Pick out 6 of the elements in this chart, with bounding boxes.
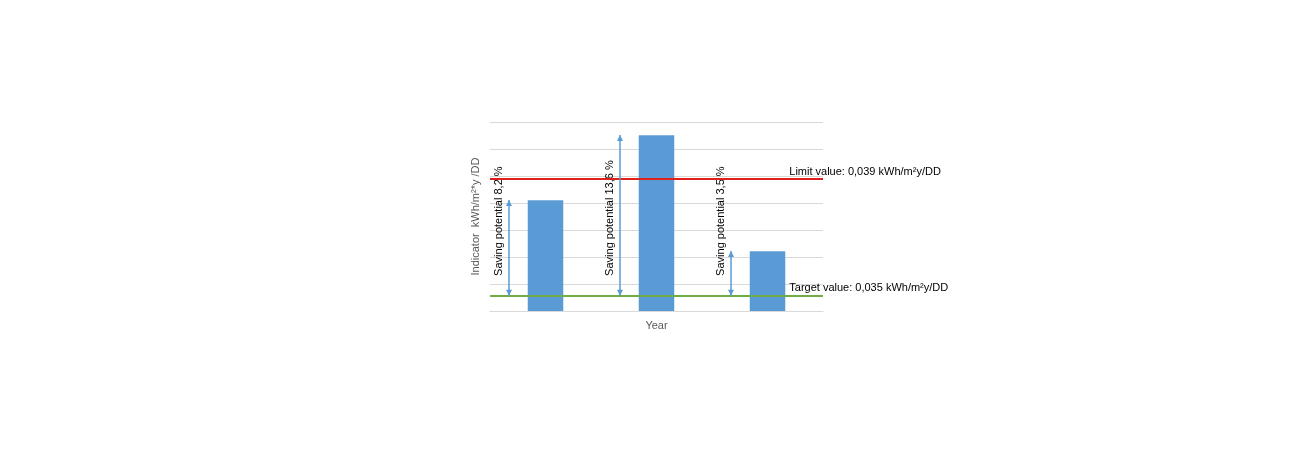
annotation: Saving potential 8,2 %	[491, 166, 504, 276]
x-axis-title: Year	[645, 319, 668, 332]
y-axis-title: Indicator kWh/m²*y /DD	[468, 157, 481, 276]
annotation: Limit value: 0,039 kWh/m²y/DD	[789, 164, 941, 177]
annotation: Target value: 0,035 kWh/m²y/DD	[789, 281, 949, 294]
annotation: Saving potential 3,5 %	[713, 166, 726, 276]
